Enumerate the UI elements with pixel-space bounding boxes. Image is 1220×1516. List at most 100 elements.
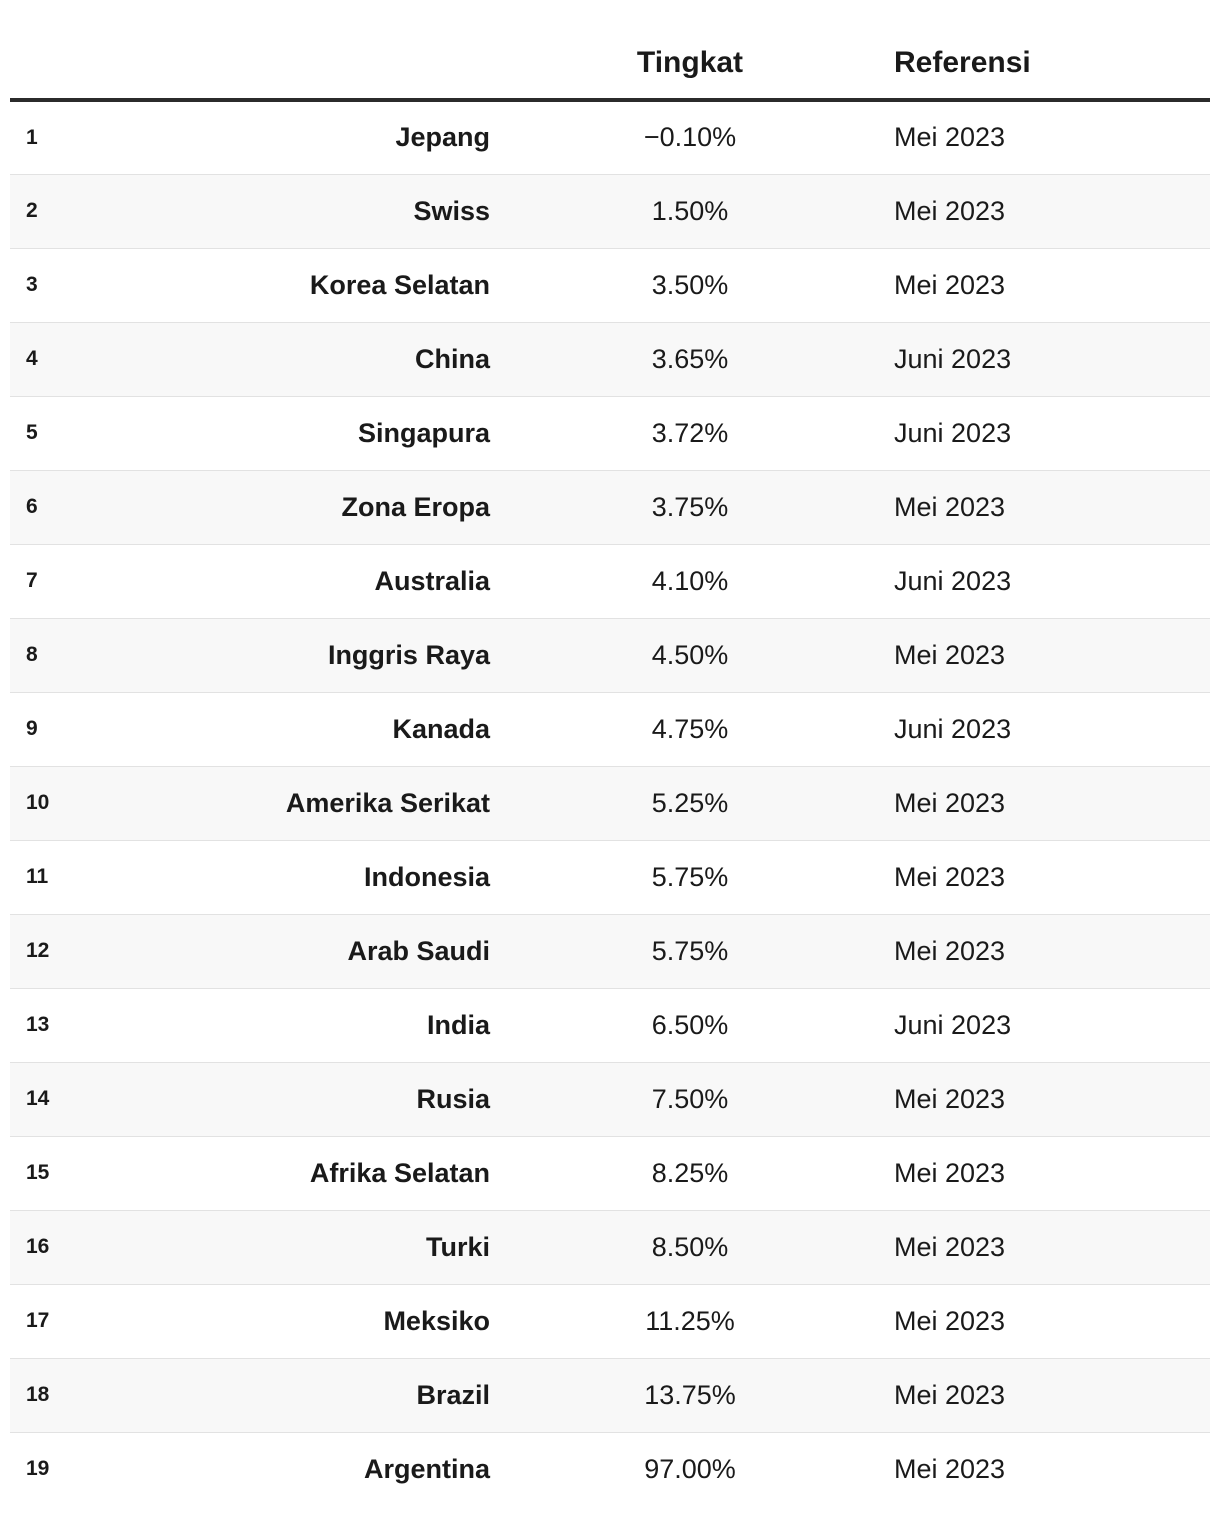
rate-cell: 3.75% — [651, 491, 729, 522]
rank-cell: 4 — [26, 347, 38, 370]
rate-cell: 13.75% — [644, 1379, 736, 1410]
country-cell: Jepang — [395, 122, 490, 153]
table-row: 10 Amerika Serikat 5.25% Mei 2023 — [10, 766, 1210, 840]
table-row: 18 Brazil 13.75% Mei 2023 — [10, 1358, 1210, 1432]
table-row: 6 Zona Eropa 3.75% Mei 2023 — [10, 470, 1210, 544]
rate-cell: 3.50% — [651, 269, 729, 300]
header-rank — [10, 0, 100, 102]
rate-cell: 3.72% — [651, 417, 729, 448]
country-cell: Turki — [425, 1231, 490, 1262]
rank-cell: 17 — [26, 1309, 50, 1332]
rank-cell: 2 — [26, 199, 38, 222]
interest-rate-table-container: Tingkat Referensi 1 Jepang −0.10% Mei 2023 2… — [10, 0, 1210, 1506]
rate-cell: 5.75% — [651, 861, 729, 892]
reference-cell: Mei 2023 — [894, 861, 1006, 892]
reference-cell: Mei 2023 — [894, 787, 1006, 818]
rank-cell: 7 — [26, 569, 38, 592]
header-country — [100, 0, 490, 102]
header-rate: Tingkat — [490, 0, 890, 102]
country-cell: Brazil — [416, 1379, 490, 1410]
table-row: 9 Kanada 4.75% Juni 2023 — [10, 692, 1210, 766]
table-row: 7 Australia 4.10% Juni 2023 — [10, 544, 1210, 618]
table-row: 19 Argentina 97.00% Mei 2023 — [10, 1432, 1210, 1506]
table-row: 15 Afrika Selatan 8.25% Mei 2023 — [10, 1136, 1210, 1210]
country-cell: Korea Selatan — [309, 269, 490, 300]
rank-cell: 5 — [26, 421, 38, 444]
reference-cell: Juni 2023 — [894, 343, 1012, 374]
rate-cell: −0.10% — [643, 122, 737, 153]
rank-cell: 15 — [26, 1161, 50, 1184]
reference-cell: Mei 2023 — [894, 1083, 1006, 1114]
rank-cell: 14 — [26, 1087, 50, 1110]
rate-cell: 6.50% — [651, 1009, 729, 1040]
country-cell: Amerika Serikat — [285, 787, 490, 818]
table-row: 17 Meksiko 11.25% Mei 2023 — [10, 1284, 1210, 1358]
country-cell: Meksiko — [383, 1305, 490, 1336]
reference-cell: Juni 2023 — [894, 565, 1012, 596]
country-cell: Kanada — [392, 713, 490, 744]
table-body: 1 Jepang −0.10% Mei 2023 2 Swiss 1.50% Mei 2023… — [10, 100, 1210, 1506]
country-cell: Singapura — [357, 417, 490, 448]
country-cell: Zona Eropa — [341, 491, 490, 522]
table-row: 12 Arab Saudi 5.75% Mei 2023 — [10, 914, 1210, 988]
table-row: 16 Turki 8.50% Mei 2023 — [10, 1210, 1210, 1284]
rank-cell: 9 — [26, 717, 38, 740]
rank-cell: 19 — [26, 1457, 50, 1481]
rate-cell: 7.50% — [651, 1083, 729, 1114]
rank-cell: 13 — [26, 1013, 50, 1036]
rate-cell: 4.50% — [651, 639, 729, 670]
rate-cell: 3.65% — [651, 343, 729, 374]
reference-cell: Mei 2023 — [894, 639, 1006, 670]
rank-cell: 12 — [26, 939, 50, 962]
rank-cell: 8 — [26, 643, 38, 666]
country-cell: Rusia — [416, 1083, 490, 1114]
reference-cell: Juni 2023 — [894, 713, 1012, 744]
country-cell: Argentina — [363, 1453, 490, 1484]
table-row: 4 China 3.65% Juni 2023 — [10, 322, 1210, 396]
rank-cell: 16 — [26, 1235, 50, 1258]
rate-cell: 5.25% — [651, 787, 729, 818]
rate-cell: 8.25% — [651, 1157, 729, 1188]
table-row: 3 Korea Selatan 3.50% Mei 2023 — [10, 248, 1210, 322]
rate-cell: 11.25% — [645, 1305, 735, 1336]
rate-cell: 5.75% — [651, 935, 729, 966]
rank-cell: 6 — [26, 495, 38, 518]
table-header: Tingkat Referensi — [10, 0, 1210, 102]
country-cell: Indonesia — [363, 861, 490, 892]
rank-cell: 1 — [26, 125, 38, 149]
country-cell: India — [426, 1009, 490, 1040]
reference-cell: Mei 2023 — [894, 122, 1006, 153]
country-cell: Australia — [374, 565, 490, 596]
rank-cell: 10 — [26, 791, 50, 814]
reference-cell: Mei 2023 — [894, 491, 1006, 522]
reference-cell: Juni 2023 — [894, 1009, 1012, 1040]
reference-cell: Mei 2023 — [894, 195, 1006, 226]
table-row: 13 India 6.50% Juni 2023 — [10, 988, 1210, 1062]
country-cell: Swiss — [413, 195, 490, 226]
rank-cell: 11 — [26, 865, 49, 888]
reference-cell: Mei 2023 — [894, 935, 1006, 966]
table-row: 8 Inggris Raya 4.50% Mei 2023 — [10, 618, 1210, 692]
table-row: 5 Singapura 3.72% Juni 2023 — [10, 396, 1210, 470]
reference-cell: Mei 2023 — [894, 269, 1006, 300]
rate-cell: 8.50% — [651, 1231, 729, 1262]
rate-cell: 4.75% — [651, 713, 729, 744]
header-reference: Referensi — [890, 0, 1210, 102]
table-row: 14 Rusia 7.50% Mei 2023 — [10, 1062, 1210, 1136]
country-cell: Afrika Selatan — [309, 1157, 490, 1188]
reference-cell: Mei 2023 — [894, 1231, 1006, 1262]
reference-cell: Mei 2023 — [894, 1379, 1006, 1410]
country-cell: Arab Saudi — [347, 935, 490, 966]
interest-rate-table: Tingkat Referensi 1 Jepang −0.10% Mei 2023 2… — [10, 0, 1210, 1506]
rate-cell: 1.50% — [651, 195, 729, 226]
table-row: 11 Indonesia 5.75% Mei 2023 — [10, 840, 1210, 914]
rate-cell: 4.10% — [651, 565, 729, 596]
country-cell: Inggris Raya — [327, 639, 490, 670]
country-cell: China — [414, 343, 490, 374]
table-row: 2 Swiss 1.50% Mei 2023 — [10, 174, 1210, 248]
rank-cell: 3 — [26, 273, 38, 296]
table-row: 1 Jepang −0.10% Mei 2023 — [10, 100, 1210, 174]
reference-cell: Mei 2023 — [894, 1453, 1006, 1484]
reference-cell: Mei 2023 — [894, 1305, 1006, 1336]
reference-cell: Juni 2023 — [894, 417, 1012, 448]
